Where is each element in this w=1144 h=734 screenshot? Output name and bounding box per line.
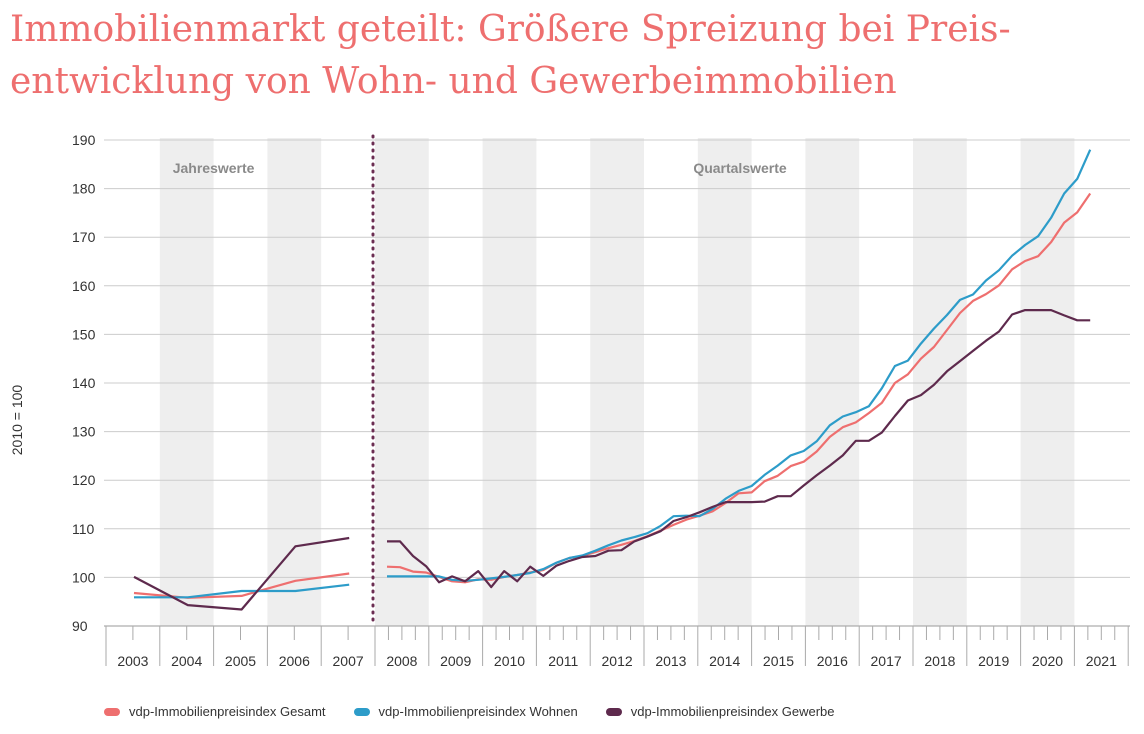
x-tick-label-2017: 2017 <box>871 653 902 669</box>
series-lines <box>133 149 1092 611</box>
period-label-quarterly: Quartalswerte <box>693 160 787 176</box>
y-tick-label-90: 90 <box>72 618 88 634</box>
y-tick-label-160: 160 <box>72 278 96 294</box>
legend-label-wohnen: vdp-Immobilienpreisindex Wohnen <box>378 704 578 719</box>
x-tick-label-2011: 2011 <box>548 653 578 669</box>
legend-label-gewerbe: vdp-Immobilienpreisindex Gewerbe <box>630 704 835 719</box>
x-tick-label-2012: 2012 <box>602 653 633 669</box>
x-tick-label-2007: 2007 <box>333 653 364 669</box>
legend-swatch-gewerbe <box>605 707 622 716</box>
x-tick-label-2009: 2009 <box>440 653 471 669</box>
y-tick-label-110: 110 <box>72 521 95 537</box>
x-tick-label-2005: 2005 <box>225 653 256 669</box>
y-tick-label-100: 100 <box>72 569 96 585</box>
y-tick-label-130: 130 <box>72 424 96 440</box>
year-band-2006 <box>267 138 322 626</box>
y-tick-label-180: 180 <box>72 181 96 197</box>
legend-item-gewerbe: vdp-Immobilienpreisindex Gewerbe <box>605 704 835 719</box>
y-tick-label-150: 150 <box>72 326 96 342</box>
series-line-gewerbe-annual <box>133 536 350 611</box>
x-tick-label-2021: 2021 <box>1086 653 1117 669</box>
year-band-2014 <box>697 138 752 626</box>
y-tick-label-170: 170 <box>72 229 96 245</box>
year-band-2010 <box>482 138 537 626</box>
x-tick-label-2006: 2006 <box>279 653 310 669</box>
legend-label-gesamt: vdp-Immobilienpreisindex Gesamt <box>129 704 326 719</box>
series-line-wohnen-annual <box>134 583 350 599</box>
y-tick-label-190: 190 <box>72 132 96 148</box>
x-tick-label-2010: 2010 <box>494 653 525 669</box>
x-tick-label-2019: 2019 <box>978 653 1009 669</box>
series-line-wohnen-quarterly <box>387 149 1092 582</box>
year-band-2012 <box>590 138 644 626</box>
year-band-2016 <box>805 138 860 626</box>
chart-title: Immobilienmarkt geteilt: Größere Spreizu… <box>10 9 1011 102</box>
legend: vdp-Immobilienpreisindex Gesamt vdp-Immo… <box>104 704 835 719</box>
x-tick-label-2013: 2013 <box>655 653 686 669</box>
year-band-2020 <box>1020 138 1075 626</box>
legend-swatch-wohnen <box>353 707 370 716</box>
legend-swatch-gesamt <box>104 707 120 716</box>
year-band-2008 <box>375 138 429 626</box>
year-band-2004 <box>159 138 214 626</box>
year-band-2018 <box>913 138 967 626</box>
y-tick-label-140: 140 <box>72 375 96 391</box>
y-axis: 90 100 110 120 130 140 150 160 170 180 190 <box>72 132 96 634</box>
x-tick-label-2020: 2020 <box>1032 653 1063 669</box>
x-tick-label-2018: 2018 <box>924 653 955 669</box>
x-tick-label-2004: 2004 <box>171 653 202 669</box>
x-tick-label-2008: 2008 <box>386 653 417 669</box>
period-label-annual: Jahreswerte <box>173 160 255 176</box>
x-axis: 2003 2004 2005 2006 2007 2008 2009 2010 2011 2012… <box>104 625 1130 669</box>
legend-item-wohnen: vdp-Immobilienpreisindex Wohnen <box>353 704 578 719</box>
x-tick-label-2016: 2016 <box>817 653 848 669</box>
y-tick-label-120: 120 <box>72 472 96 488</box>
x-tick-label-2003: 2003 <box>117 653 148 669</box>
legend-item-gesamt: vdp-Immobilienpreisindex Gesamt <box>104 704 326 719</box>
x-tick-label-2014: 2014 <box>709 653 740 669</box>
x-tick-label-2015: 2015 <box>763 653 794 669</box>
y-axis-label: 2010 = 100 <box>9 385 25 456</box>
series-line-gewerbe-quarterly <box>387 309 1091 589</box>
